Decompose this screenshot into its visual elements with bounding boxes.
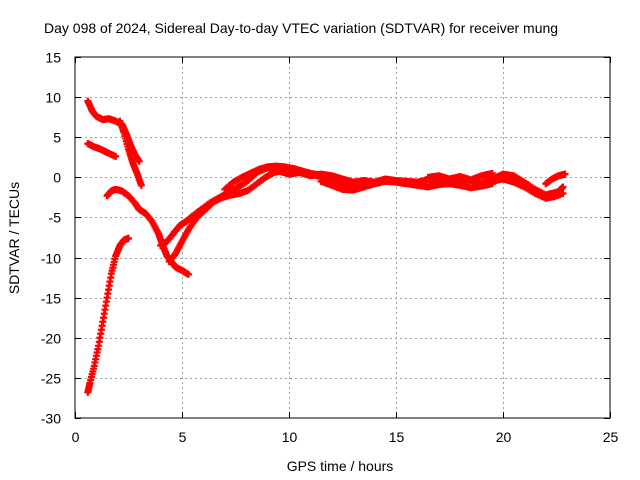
y-tick-label: -25 xyxy=(41,371,61,387)
data-point xyxy=(559,183,567,191)
x-axis-label: GPS time / hours xyxy=(287,458,394,474)
x-tick-label: 20 xyxy=(496,429,512,445)
y-tick-label: 5 xyxy=(53,130,61,146)
y-tick-label: 0 xyxy=(53,170,61,186)
x-tick-label: 25 xyxy=(603,429,619,445)
series-arc-l xyxy=(542,170,569,188)
y-tick-label: -10 xyxy=(41,251,61,267)
data-point xyxy=(315,171,323,179)
data-point xyxy=(184,270,192,278)
series-arc-b xyxy=(116,117,145,189)
x-tick-label: 10 xyxy=(282,429,298,445)
y-tick-label: 15 xyxy=(45,50,61,66)
y-tick-label: -30 xyxy=(41,411,61,427)
data-point xyxy=(137,181,145,189)
series-arc-h xyxy=(221,162,323,193)
y-tick-label: -20 xyxy=(41,331,61,347)
y-tick-label: -5 xyxy=(49,210,62,226)
data-point xyxy=(559,189,567,197)
data-point xyxy=(112,152,120,160)
x-tick-label: 0 xyxy=(72,429,80,445)
series-arc-c xyxy=(84,140,120,160)
series-arc-e xyxy=(84,234,132,396)
plot-frame xyxy=(74,56,611,419)
data-point xyxy=(488,169,496,177)
series-arc-k xyxy=(488,175,567,202)
chart-title: Day 098 of 2024, Sidereal Day-to-day VTE… xyxy=(44,20,558,36)
y-tick-label: 10 xyxy=(45,90,61,106)
x-tick-label: 5 xyxy=(179,429,187,445)
data-point xyxy=(135,157,143,165)
data-point xyxy=(561,170,569,178)
y-axis-label: SDTVAR / TECUs xyxy=(6,182,22,294)
data-points xyxy=(84,97,569,396)
data-point xyxy=(125,234,132,242)
series-arc-i xyxy=(317,177,496,194)
x-tick-label: 15 xyxy=(389,429,405,445)
series-arc-j xyxy=(424,169,496,184)
y-tick-label: -15 xyxy=(41,291,61,307)
